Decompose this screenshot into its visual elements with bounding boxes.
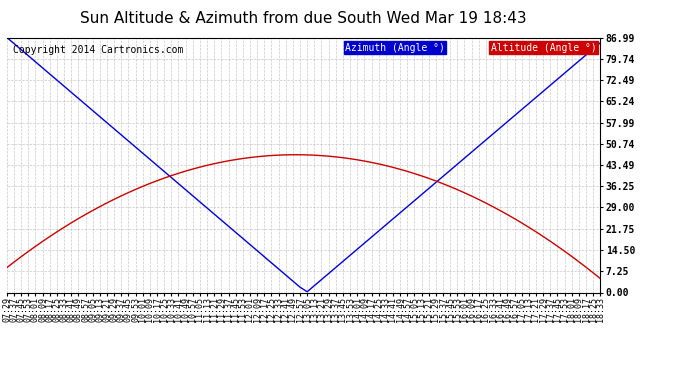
Text: Azimuth (Angle °): Azimuth (Angle °) bbox=[345, 43, 445, 52]
Text: Altitude (Angle °): Altitude (Angle °) bbox=[491, 43, 596, 52]
Text: Sun Altitude & Azimuth from due South Wed Mar 19 18:43: Sun Altitude & Azimuth from due South We… bbox=[80, 11, 527, 26]
Text: Copyright 2014 Cartronics.com: Copyright 2014 Cartronics.com bbox=[13, 45, 184, 55]
